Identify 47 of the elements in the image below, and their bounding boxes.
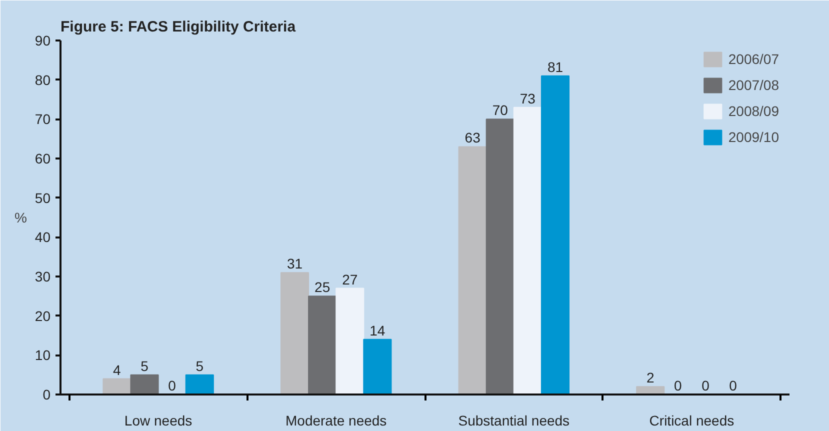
bar: [486, 118, 514, 394]
bar: [540, 75, 570, 394]
x-tick-label: Moderate needs: [286, 412, 387, 428]
y-tick-label: 40: [34, 229, 51, 246]
y-tick-label: 0: [42, 386, 51, 402]
bar: [458, 146, 487, 394]
bar: [513, 106, 542, 394]
data-label: 2: [646, 370, 654, 386]
data-label: 5: [196, 358, 204, 374]
chart-title: Figure 5: FACS Eligibility Criteria: [60, 18, 296, 36]
x-tick-label: Low needs: [124, 412, 192, 428]
bar: [280, 272, 310, 394]
bar: [363, 338, 392, 394]
y-tick-label: 10: [34, 347, 51, 364]
y-tick-label: 50: [34, 190, 51, 206]
legend-label: 2008/09: [728, 103, 779, 119]
x-tick-label: Critical needs: [649, 412, 734, 428]
y-tick-label: 60: [34, 150, 51, 166]
bar: [185, 374, 214, 394]
legend-label: 2007/08: [728, 77, 779, 93]
data-label: 14: [370, 322, 386, 338]
data-label: 0: [729, 378, 738, 394]
bar: [636, 386, 665, 394]
bar: [336, 288, 364, 394]
y-tick-label: 30: [34, 268, 51, 284]
bar: [308, 296, 337, 394]
data-label: 0: [702, 378, 710, 394]
legend-label: 2009/10: [728, 129, 779, 145]
y-tick-label: 90: [34, 32, 51, 48]
y-tick-label: 80: [34, 72, 51, 88]
bar: [130, 374, 159, 394]
data-label: 4: [113, 362, 122, 378]
data-label: 27: [342, 271, 358, 288]
data-label: 25: [314, 279, 330, 296]
x-tick-label: Substantial needs: [458, 412, 570, 428]
y-tick-label: 70: [34, 111, 51, 128]
data-label: 81: [547, 58, 564, 75]
y-tick-label: 20: [34, 308, 51, 324]
data-label: 0: [674, 378, 682, 394]
data-label: 63: [464, 130, 481, 146]
data-label: 70: [492, 102, 508, 118]
data-label: 5: [140, 358, 149, 374]
data-label: 31: [286, 256, 303, 272]
data-label: 73: [520, 90, 536, 106]
data-label: 0: [168, 378, 176, 394]
legend-label: 2006/07: [728, 51, 779, 67]
y-axis-title: %: [14, 210, 27, 226]
